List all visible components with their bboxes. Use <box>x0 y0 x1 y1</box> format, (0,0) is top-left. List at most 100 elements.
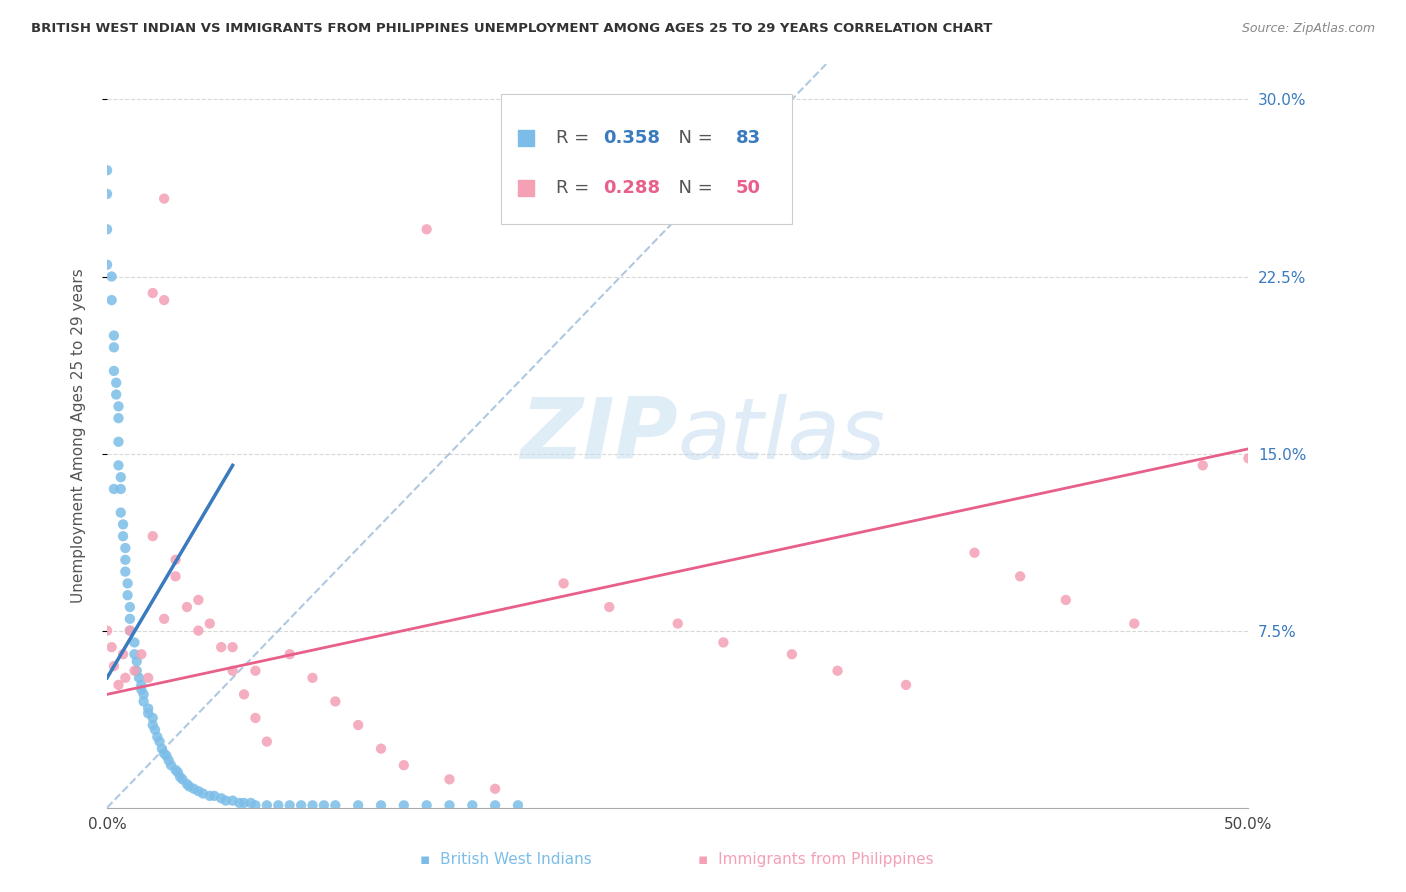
Point <box>439 772 461 787</box>
Point <box>114 541 136 555</box>
Point <box>221 640 243 655</box>
Point <box>176 600 198 615</box>
Point <box>325 694 347 708</box>
Point <box>165 553 187 567</box>
Text: Source: ZipAtlas.com: Source: ZipAtlas.com <box>1241 22 1375 36</box>
Point <box>131 647 153 661</box>
Point <box>278 798 301 813</box>
Point <box>484 798 506 813</box>
Point <box>107 458 129 473</box>
Point <box>165 569 187 583</box>
Point <box>256 734 278 748</box>
Point <box>827 664 849 678</box>
Point <box>125 664 148 678</box>
Point <box>100 269 122 284</box>
Point <box>239 796 262 810</box>
Point <box>233 687 256 701</box>
Point <box>105 387 128 401</box>
Point <box>107 400 129 414</box>
Point <box>124 635 146 649</box>
Text: N =: N = <box>668 179 718 197</box>
Point <box>117 588 139 602</box>
Point <box>415 222 437 236</box>
Point <box>228 796 250 810</box>
Point <box>187 624 209 638</box>
Text: atlas: atlas <box>678 394 886 477</box>
Text: 50: 50 <box>735 179 761 197</box>
Point <box>100 640 122 655</box>
Point <box>301 671 323 685</box>
Point <box>370 741 392 756</box>
Point <box>370 798 392 813</box>
Text: N =: N = <box>668 129 718 147</box>
Point <box>118 624 141 638</box>
Point <box>347 798 370 813</box>
Text: ▪  Immigrants from Philippines: ▪ Immigrants from Philippines <box>697 852 934 867</box>
Point <box>780 647 803 661</box>
Point <box>142 711 165 725</box>
Point <box>100 293 122 307</box>
Point <box>415 798 437 813</box>
Point <box>118 612 141 626</box>
Point <box>278 647 301 661</box>
Point <box>598 600 620 615</box>
Point <box>202 789 225 803</box>
Point <box>553 576 575 591</box>
Point <box>221 794 243 808</box>
Point <box>142 286 165 301</box>
Text: ZIP: ZIP <box>520 394 678 477</box>
Point <box>114 553 136 567</box>
Y-axis label: Unemployment Among Ages 25 to 29 years: Unemployment Among Ages 25 to 29 years <box>72 268 86 603</box>
Point <box>172 772 194 787</box>
Point <box>198 789 221 803</box>
Point <box>96 258 118 272</box>
Point <box>290 798 312 813</box>
Point <box>155 748 177 763</box>
Point <box>713 635 735 649</box>
Point <box>148 734 170 748</box>
Point <box>107 678 129 692</box>
Point <box>153 293 176 307</box>
Point <box>963 546 986 560</box>
Point <box>183 781 205 796</box>
Point <box>112 517 135 532</box>
Point <box>103 659 125 673</box>
Point <box>131 682 153 697</box>
Point <box>245 664 267 678</box>
Point <box>267 798 290 813</box>
Point <box>1237 451 1260 466</box>
Point <box>107 434 129 449</box>
Point <box>209 640 232 655</box>
Point <box>179 780 201 794</box>
Point <box>105 376 128 390</box>
Point <box>165 763 187 777</box>
Point <box>118 600 141 615</box>
Text: 0.288: 0.288 <box>603 179 661 197</box>
Point <box>1054 593 1077 607</box>
Point <box>215 794 238 808</box>
Point <box>136 706 159 721</box>
Point <box>96 163 118 178</box>
Point <box>157 754 180 768</box>
Point <box>114 565 136 579</box>
Point <box>112 529 135 543</box>
Point <box>146 730 169 744</box>
Point <box>153 747 176 761</box>
Point <box>245 711 267 725</box>
Point <box>666 616 689 631</box>
Point <box>1123 616 1146 631</box>
Point <box>124 647 146 661</box>
Text: BRITISH WEST INDIAN VS IMMIGRANTS FROM PHILIPPINES UNEMPLOYMENT AMONG AGES 25 TO: BRITISH WEST INDIAN VS IMMIGRANTS FROM P… <box>31 22 993 36</box>
Point <box>392 758 415 772</box>
Point <box>166 765 188 780</box>
Point <box>894 678 917 692</box>
Point <box>132 694 155 708</box>
Point <box>124 664 146 678</box>
Point <box>103 364 125 378</box>
Point <box>191 787 214 801</box>
Point <box>169 770 191 784</box>
Point <box>96 624 118 638</box>
Point <box>153 192 176 206</box>
Point <box>128 671 150 685</box>
Point <box>439 798 461 813</box>
